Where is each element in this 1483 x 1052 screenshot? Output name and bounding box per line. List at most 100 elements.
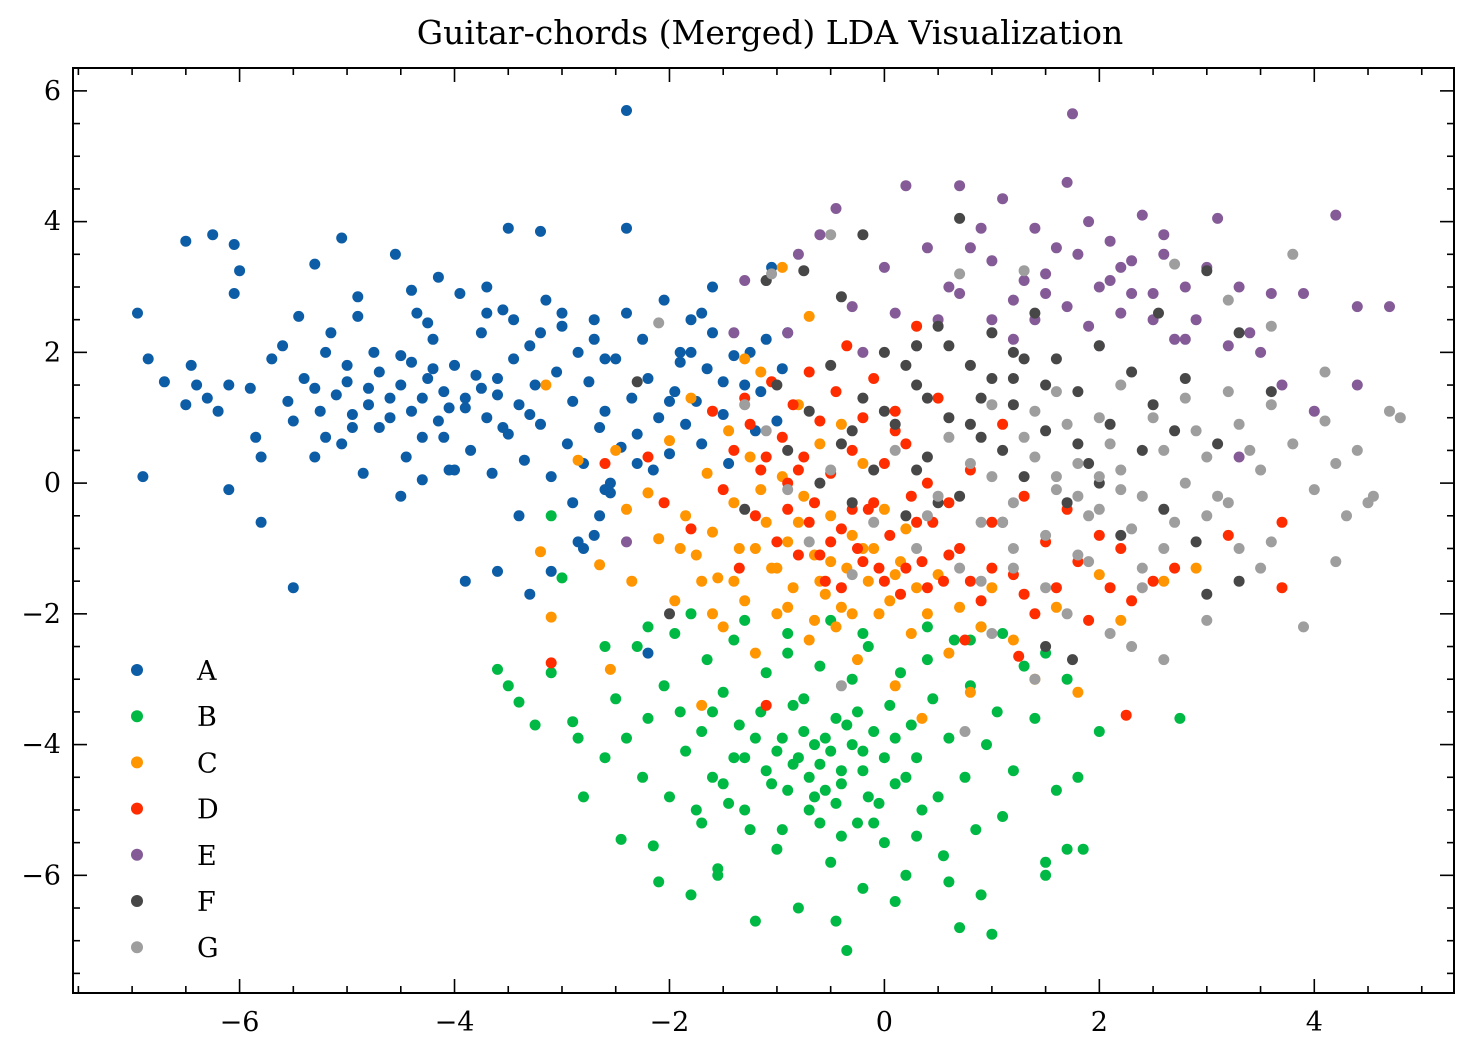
point-A-73 [583,376,595,388]
point-B-104 [798,726,810,737]
point-A-65 [540,294,552,306]
point-B-71 [938,850,949,862]
point-D-34 [873,562,885,574]
point-B-18 [653,876,665,888]
point-D-43 [921,477,933,489]
point-A-71 [572,346,584,358]
point-B-134 [997,628,1009,639]
point-C-47 [862,575,874,587]
point-G-49 [1255,464,1267,476]
point-F-46 [1093,340,1105,352]
point-B-139 [1040,869,1052,881]
point-B-59 [873,797,885,809]
point-F-50 [1136,444,1148,456]
point-B-141 [889,896,901,907]
point-A-107 [363,399,374,411]
point-E-20 [1067,108,1078,120]
point-B-36 [749,915,761,927]
legend-label-A: A [196,656,217,687]
point-A-1 [142,353,154,365]
point-E-60 [1158,229,1170,241]
point-A-36 [384,392,396,404]
point-B-140 [1061,843,1073,855]
point-E-55 [964,242,976,254]
point-B-66 [911,752,923,764]
point-A-25 [320,346,332,358]
point-B-96 [835,778,847,790]
point-B-120 [868,817,880,829]
point-A-125 [481,281,493,293]
point-D-2 [642,451,654,463]
point-C-4 [594,559,606,571]
point-G-43 [760,425,772,437]
point-A-165 [771,415,783,427]
point-D-77 [878,575,890,587]
point-B-5 [556,572,568,584]
point-B-12 [615,833,627,845]
point-C-68 [1072,686,1084,698]
point-E-69 [1115,261,1127,273]
point-E-0 [830,203,842,214]
point-F-53 [1169,425,1181,437]
point-B-129 [782,628,794,639]
point-F-47 [1104,418,1116,430]
point-F-61 [964,418,976,430]
point-C-62 [964,686,976,698]
point-F-35 [975,431,987,443]
point-F-22 [835,438,847,450]
point-A-78 [610,353,622,365]
point-C-51 [884,595,896,607]
point-G-81 [1050,386,1062,398]
point-E-24 [1104,235,1116,247]
point-D-82 [943,549,955,561]
x-tick-label: 4 [1306,1007,1323,1038]
point-G-15 [1384,405,1395,417]
point-A-152 [336,232,348,244]
point-B-70 [932,791,944,803]
point-A-133 [535,225,546,237]
point-B-94 [825,745,837,757]
point-E-48 [621,536,632,548]
point-A-123 [422,317,434,329]
point-A-164 [755,386,767,398]
point-B-98 [792,752,804,764]
point-D-24 [819,575,831,587]
point-D-60 [1083,614,1095,626]
point-G-10 [1319,415,1331,427]
y-tick-label: −4 [21,730,61,761]
point-D-13 [760,699,772,711]
point-B-136 [830,915,842,927]
legend-label-F: F [197,887,216,918]
point-A-69 [561,438,573,450]
point-A-160 [674,356,686,368]
point-B-34 [739,752,751,764]
point-E-9 [900,180,912,192]
point-F-0 [631,376,643,388]
point-G-91 [1158,543,1170,554]
point-F-16 [739,503,751,515]
legend-marker-F [131,895,143,907]
point-B-22 [674,706,686,718]
point-G-25 [1136,582,1148,594]
point-A-147 [556,307,568,319]
point-D-41 [911,320,923,332]
point-C-8 [626,575,638,587]
point-C-35 [798,490,810,502]
point-E-35 [1222,340,1234,352]
point-C-36 [803,634,815,646]
point-C-73 [776,261,788,273]
point-C-54 [900,523,912,535]
point-B-112 [760,765,772,777]
point-A-148 [599,353,611,365]
point-G-32 [986,628,998,639]
point-E-6 [782,327,794,339]
point-G-68 [1061,418,1073,430]
point-B-56 [857,745,869,757]
point-B-110 [814,817,826,829]
point-F-21 [825,359,837,371]
point-A-55 [486,467,498,479]
point-F-59 [921,392,933,404]
y-tick-label: −2 [21,599,61,630]
point-G-20 [1265,536,1277,548]
point-D-74 [835,582,847,594]
